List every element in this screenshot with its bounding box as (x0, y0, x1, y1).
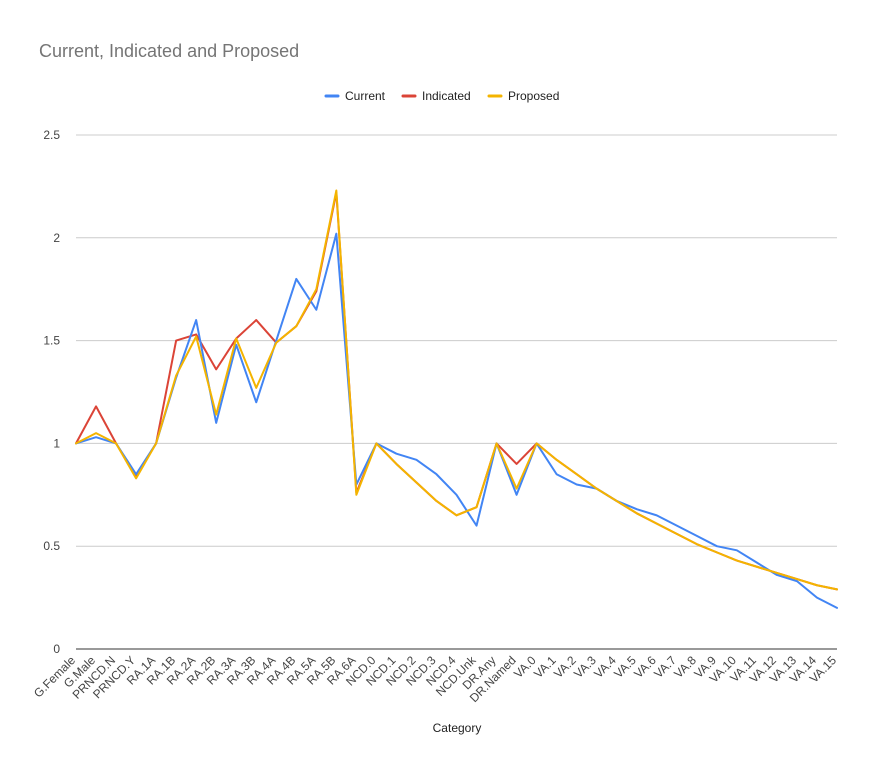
gridlines (76, 134, 837, 650)
y-tick-label: 1.5 (43, 334, 60, 348)
series-line-indicated (75, 191, 838, 591)
series-line-current (75, 232, 838, 609)
series-line-proposed (75, 189, 838, 591)
y-tick-label: 2.5 (43, 128, 60, 142)
y-tick-label: 2 (53, 231, 60, 245)
legend-label-indicated: Indicated (422, 89, 471, 103)
legend-label-current: Current (345, 89, 386, 103)
y-tick-label: 0 (53, 642, 60, 656)
x-axis-tick-labels: G.FemaleG.MalePRNCD.NPRNCD.YRA.1ARA.1BRA… (31, 653, 839, 706)
y-axis-tick-labels: 0 0.5 1 1.5 2 2.5 (43, 128, 60, 656)
legend-label-proposed: Proposed (508, 89, 559, 103)
legend: Current Indicated Proposed (324, 89, 559, 103)
chart-title: Current, Indicated and Proposed (39, 41, 299, 61)
y-tick-label: 1 (53, 436, 60, 450)
x-axis-title: Category (433, 721, 482, 735)
y-tick-label: 0.5 (43, 539, 60, 553)
series-lines (75, 189, 838, 609)
